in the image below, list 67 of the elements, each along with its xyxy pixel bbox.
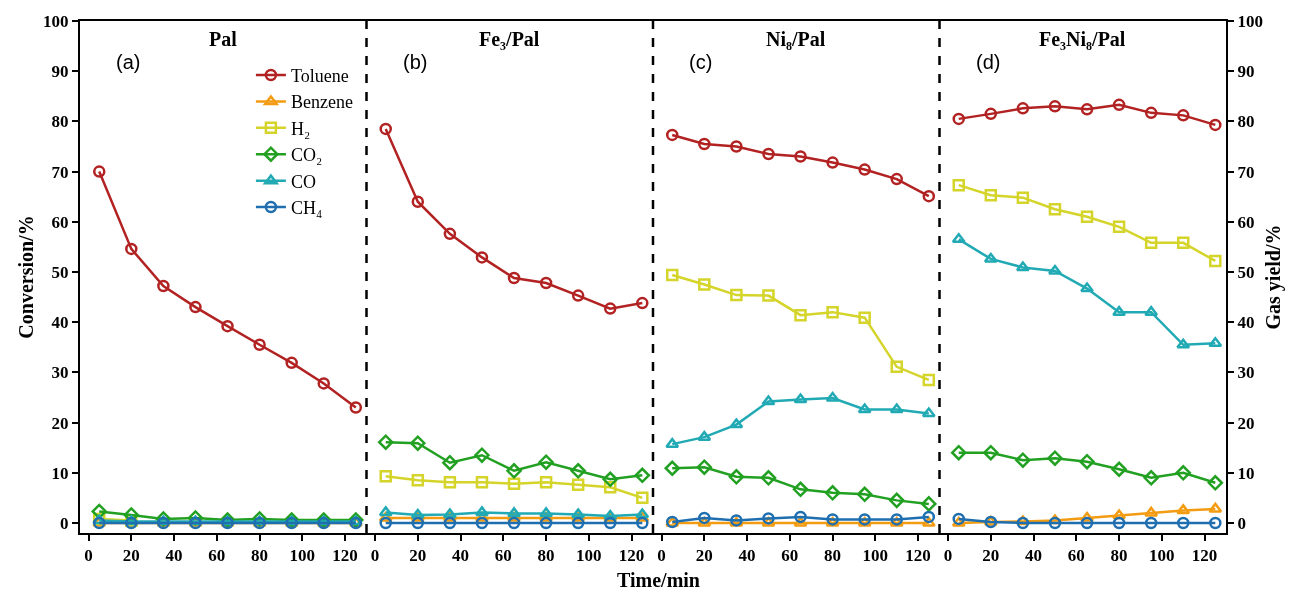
x-tick-label: 0	[657, 546, 666, 566]
y2-tick-label: 60	[1237, 212, 1255, 232]
x-tick-label: 100	[862, 546, 889, 566]
y2-tick-label: 50	[1237, 262, 1255, 282]
y2-tick-label: 70	[1237, 162, 1255, 182]
chart-title: Ni₈/Pal	[766, 28, 826, 50]
x-tick-label: 40	[738, 546, 756, 566]
annotation: (a)	[116, 51, 141, 73]
y-axis-title: Conversion/%	[15, 215, 38, 339]
x-tick-label: 60	[781, 546, 799, 566]
chart-title: Pal	[209, 28, 238, 50]
x-tick-label: 0	[370, 546, 380, 566]
x-tick-label: 60	[1067, 546, 1085, 566]
x-tick-label: 120	[618, 546, 645, 566]
chart-title: Fe₃/Pal	[479, 28, 540, 50]
legend-label: H₂	[290, 118, 311, 139]
legend-label: CO	[290, 171, 316, 192]
annotation: (c)	[689, 51, 713, 73]
x-tick-label: 40	[165, 546, 183, 566]
x-tick-label: 100	[576, 546, 602, 566]
x-tick-label: 120	[332, 546, 358, 566]
y2-tick-label: 20	[1237, 413, 1255, 433]
legend-label: Toluene	[290, 66, 349, 87]
legend-label: CO₂	[290, 145, 323, 166]
annotation: (d)	[976, 51, 1001, 73]
y-tick-label: 20	[51, 413, 69, 433]
legend-label: CH₄	[290, 198, 323, 219]
x-tick-label: 0	[84, 546, 93, 566]
y-tick-label: 40	[51, 313, 69, 333]
y-tick-label: 60	[51, 212, 69, 232]
y-tick-label: 70	[51, 162, 69, 182]
chart-title: Fe₃Ni₈/Pal	[1039, 28, 1126, 50]
y2-tick-label: 40	[1237, 313, 1255, 333]
x-tick-label: 80	[1110, 546, 1128, 566]
x-tick-label: 80	[824, 546, 842, 566]
y-tick-label: 90	[51, 62, 69, 82]
y2-tick-label: 80	[1237, 112, 1255, 132]
y-tick-label: 80	[51, 112, 69, 132]
x-tick-label: 40	[1025, 546, 1043, 566]
x-axis-title: Time/min	[617, 569, 700, 591]
y2-axis-title: Gas yield/%	[1261, 224, 1285, 330]
x-tick-label: 80	[251, 546, 269, 566]
y2-tick-label: 0	[1237, 513, 1246, 533]
x-tick-label: 120	[905, 546, 931, 566]
x-tick-label: 100	[1149, 546, 1175, 566]
y2-tick-label: 100	[1237, 11, 1263, 31]
x-tick-label: 80	[537, 546, 555, 566]
x-tick-label: 100	[289, 546, 316, 566]
x-tick-label: 40	[452, 546, 470, 566]
x-tick-label: 20	[409, 546, 427, 566]
x-tick-label: 20	[695, 546, 713, 566]
x-tick-label: 120	[1191, 546, 1218, 566]
y-tick-label: 100	[43, 11, 69, 31]
x-tick-label: 60	[494, 546, 512, 566]
x-tick-label: 20	[122, 546, 140, 566]
y-tick-label: 0	[60, 513, 69, 533]
annotation: (b)	[403, 51, 428, 73]
y-tick-label: 10	[51, 463, 69, 483]
y2-tick-label: 90	[1237, 62, 1255, 82]
legend-label: Benzene	[290, 92, 353, 113]
y-tick-label: 50	[51, 262, 69, 282]
x-tick-label: 60	[208, 546, 226, 566]
y2-tick-label: 10	[1237, 463, 1255, 483]
x-tick-label: 0	[943, 546, 953, 566]
y2-tick-label: 30	[1237, 363, 1255, 383]
x-tick-label: 20	[982, 546, 1000, 566]
y-tick-label: 30	[51, 363, 69, 383]
